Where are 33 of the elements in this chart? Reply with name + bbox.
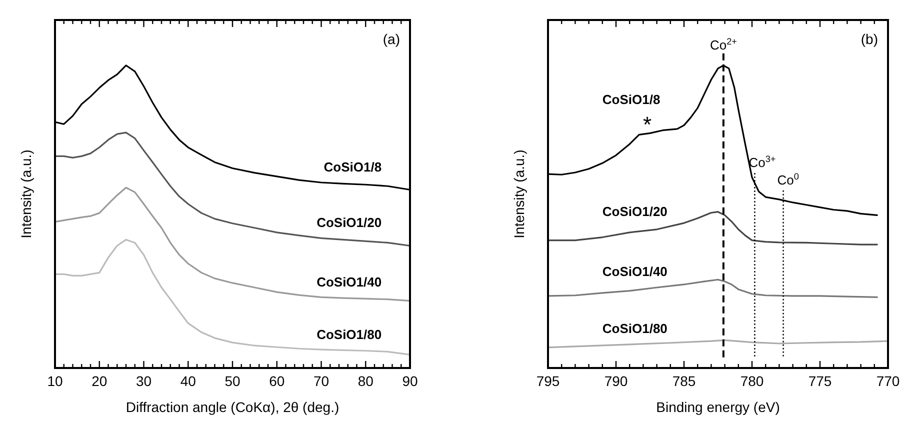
text: (a): [382, 31, 400, 47]
x-tick-label: 90: [402, 373, 418, 389]
x-axis-title: Binding energy (eV): [656, 399, 780, 415]
x-axis-title: Diffraction angle (CoKα), 2θ (deg.): [126, 399, 340, 415]
series-label: CoSiO1/40: [602, 264, 668, 279]
x-tick-label: 20: [92, 373, 108, 389]
series-label: CoSiO1/40: [316, 274, 382, 290]
x-tick-label: 795: [536, 373, 560, 389]
x-tick-label: 60: [269, 373, 285, 389]
series-label: CoSiO1/80: [602, 320, 668, 336]
x-tick-label: 785: [672, 373, 696, 389]
x-tick-label: 775: [808, 373, 832, 389]
ref-line-label: Co$^{2+}$: [710, 36, 737, 52]
series-label: CoSiO1/20: [602, 204, 668, 219]
series-label: CoSiO1/8: [602, 92, 660, 107]
x-tick-label: 40: [180, 373, 196, 389]
annotation: *: [643, 112, 652, 137]
series-label: CoSiO1/80: [316, 327, 382, 342]
text: (b): [860, 31, 878, 47]
ref-line-label: Co$^{0}$: [777, 171, 799, 188]
x-tick-label: 50: [224, 373, 240, 389]
y-axis-title: Intensity (a.u.): [18, 150, 34, 238]
x-tick-label: 770: [876, 373, 900, 389]
x-tick-label: 80: [358, 373, 374, 389]
x-tick-label: 30: [136, 373, 152, 389]
series-label: CoSiO1/20: [316, 214, 382, 230]
y-axis-title: Intensity (a.u.): [511, 150, 527, 238]
x-tick-label: 10: [47, 373, 63, 389]
x-tick-label: 780: [740, 373, 764, 389]
x-tick-label: 790: [604, 373, 628, 389]
x-tick-label: 70: [313, 373, 330, 389]
ref-line-label: Co$^{3+}$: [748, 154, 776, 170]
series-label: CoSiO1/8: [324, 159, 382, 174]
